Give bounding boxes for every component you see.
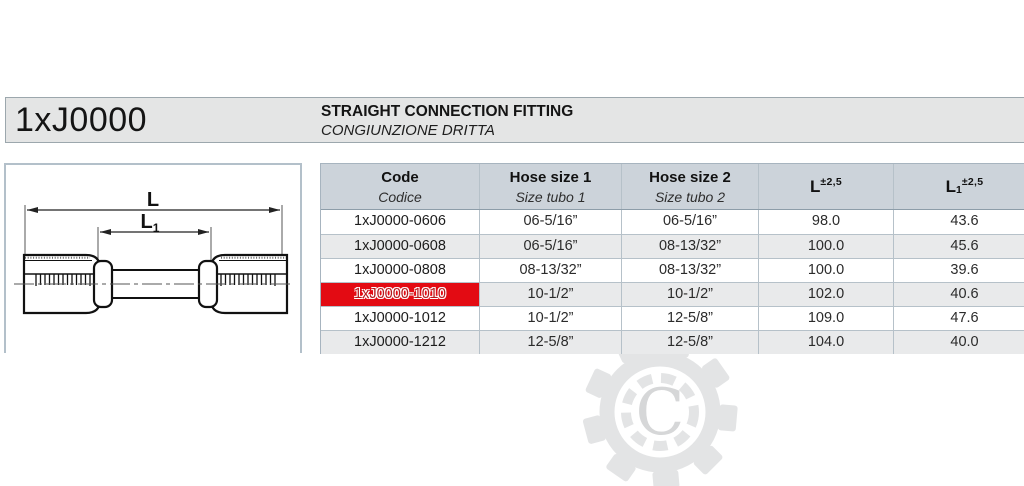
cell-l1: 45.6 <box>893 235 1024 258</box>
cell-code: 1xJ0000-0808 <box>354 262 446 278</box>
dimension-l1: L1 <box>100 211 209 235</box>
table-row: 1xJ0000-0606 06-5/16” 06-5/16” 98.0 43.6 <box>321 210 1024 234</box>
cell-l1: 40.0 <box>893 331 1024 354</box>
column-header-l1: L 1 ±2,5 <box>893 164 1024 209</box>
cell-l: 102.0 <box>758 283 893 306</box>
extension-lines <box>24 205 283 261</box>
cell-hose-size-1: 06-5/16” <box>479 210 621 234</box>
cell-hose-size-2: 12-5/8” <box>621 331 758 354</box>
cell-code: 1xJ0000-0606 <box>354 213 446 229</box>
cell-hose-size-2: 12-5/8” <box>621 307 758 330</box>
column-header-hose-size-2: Hose size 2 Size tubo 2 <box>621 164 758 209</box>
technical-drawing-panel: L L1 <box>4 163 302 353</box>
cell-hose-size-2: 08-13/32” <box>621 259 758 282</box>
dimension-l-label: L <box>147 189 159 211</box>
watermark-letter: C <box>636 376 685 450</box>
cell-l: 109.0 <box>758 307 893 330</box>
cell-l1: 47.6 <box>893 307 1024 330</box>
gear-watermark-icon: C <box>580 332 740 486</box>
table-row-highlighted: 1xJ0000-1010 10-1/2” 10-1/2” 102.0 40.6 <box>321 282 1024 306</box>
cell-hose-size-1: 08-13/32” <box>479 259 621 282</box>
cell-hose-size-2: 06-5/16” <box>621 210 758 234</box>
cell-hose-size-1: 12-5/8” <box>479 331 621 354</box>
fitting-drawing: L L1 <box>14 189 294 315</box>
column-header-l: L ±2,5 <box>758 164 893 209</box>
dimension-l: L <box>27 189 280 213</box>
cell-hose-size-2: 08-13/32” <box>621 235 758 258</box>
cell-code: 1xJ0000-1012 <box>354 310 446 326</box>
cell-l: 104.0 <box>758 331 893 354</box>
table-header-row: Code Codice Hose size 1 Size tubo 1 Hose… <box>321 163 1024 210</box>
page-title: STRAIGHT CONNECTION FITTING <box>321 103 574 120</box>
cell-l1: 39.6 <box>893 259 1024 282</box>
column-header-hose-size-1: Hose size 1 Size tubo 1 <box>479 164 621 209</box>
spec-table: Code Codice Hose size 1 Size tubo 1 Hose… <box>320 163 1024 354</box>
cell-l: 98.0 <box>758 210 893 234</box>
cell-l1: 43.6 <box>893 210 1024 234</box>
cell-code: 1xJ0000-0608 <box>354 238 446 254</box>
cell-l1: 40.6 <box>893 283 1024 306</box>
dimension-l1-label: L1 <box>141 211 160 235</box>
cell-l: 100.0 <box>758 235 893 258</box>
cell-hose-size-1: 10-1/2” <box>479 307 621 330</box>
cell-code: 1xJ0000-1212 <box>354 334 446 350</box>
cell-l: 100.0 <box>758 259 893 282</box>
table-row: 1xJ0000-1212 12-5/8” 12-5/8” 104.0 40.0 <box>321 330 1024 354</box>
product-code: 1xJ0000 <box>15 101 148 139</box>
cell-hose-size-2: 10-1/2” <box>621 283 758 306</box>
table-row: 1xJ0000-0808 08-13/32” 08-13/32” 100.0 3… <box>321 258 1024 282</box>
cell-code: 1xJ0000-1010 <box>321 283 479 306</box>
product-header-bar: 1xJ0000 STRAIGHT CONNECTION FITTING CONG… <box>5 97 1024 143</box>
column-header-code: Code Codice <box>378 169 422 205</box>
table-row: 1xJ0000-1012 10-1/2” 12-5/8” 109.0 47.6 <box>321 306 1024 330</box>
page-subtitle: CONGIUNZIONE DRITTA <box>321 122 495 139</box>
product-titles: STRAIGHT CONNECTION FITTING CONGIUNZIONE… <box>321 98 573 142</box>
cell-hose-size-1: 06-5/16” <box>479 235 621 258</box>
table-row: 1xJ0000-0608 06-5/16” 08-13/32” 100.0 45… <box>321 234 1024 258</box>
cell-hose-size-1: 10-1/2” <box>479 283 621 306</box>
